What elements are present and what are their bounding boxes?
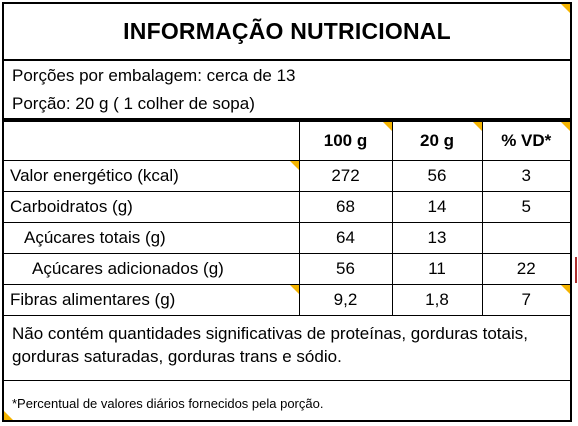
table-row: Carboidratos (g) 68 14 5 (4, 191, 570, 223)
table-row: Valor energético (kcal) 272 56 3 (4, 160, 570, 192)
header-per-100g: 100 g (298, 122, 393, 161)
servings-per-package: Porções por embalagem: cerca de 13 (12, 66, 296, 85)
table-header-row: 100 g 20 g % VD* (4, 122, 570, 161)
row-per-100g: 64 (298, 222, 393, 254)
title-divider (4, 59, 570, 61)
header-empty (4, 122, 300, 161)
row-daily-value: 22 (481, 253, 570, 285)
header-per-serving-label: 20 g (419, 131, 455, 150)
daily-value-footnote: *Percentual de valores diários fornecido… (12, 396, 324, 411)
row-per-100g: 68 (298, 191, 393, 223)
row-per-serving: 1,8 (391, 284, 483, 316)
label-title: INFORMAÇÃO NUTRICIONAL (123, 18, 451, 44)
table-row: Açúcares totais (g) 64 13 (4, 222, 570, 254)
serving-size: Porção: 20 g ( 1 colher de sopa) (12, 94, 255, 113)
serving-divider (4, 118, 570, 122)
row-name: Carboidratos (g) (4, 191, 300, 223)
corner-marker-icon (472, 122, 482, 131)
nutrition-table: 100 g 20 g % VD* Valor energético (kcal)… (4, 122, 570, 316)
table-row: Fibras alimentares (g) 9,2 1,8 7 (4, 284, 570, 316)
row-daily-value: 7 (481, 284, 570, 316)
row-per-serving: 13 (391, 222, 483, 254)
row-name-text: Fibras alimentares (g) (10, 290, 176, 309)
row-name: Açúcares totais (g) (4, 222, 300, 254)
corner-marker-icon (561, 4, 570, 13)
header-daily-value-label: % VD* (501, 131, 552, 150)
table-row: Açúcares adicionados (g) 56 11 22 (4, 253, 570, 285)
nutrition-facts-label: INFORMAÇÃO NUTRICIONAL Porções por embal… (2, 2, 572, 422)
row-per-serving: 11 (391, 253, 483, 285)
row-per-serving: 56 (391, 160, 483, 192)
header-daily-value: % VD* (481, 122, 570, 161)
header-per-serving: 20 g (391, 122, 483, 161)
corner-marker-icon (561, 122, 570, 131)
row-daily-value-text: 7 (521, 290, 531, 309)
header-per-100g-label: 100 g (323, 131, 368, 150)
corner-marker-icon (382, 122, 392, 131)
corner-marker-icon (4, 411, 13, 420)
row-per-serving: 14 (391, 191, 483, 223)
corner-marker-icon (561, 285, 570, 294)
row-daily-value: 3 (481, 160, 570, 192)
row-daily-value: 5 (481, 191, 570, 223)
row-daily-value (481, 222, 570, 254)
not-significant-notice: Não contém quantidades significativas de… (12, 324, 528, 366)
row-per-100g: 9,2 (298, 284, 393, 316)
edge-mark (575, 257, 577, 283)
row-name: Fibras alimentares (g) (4, 284, 300, 316)
corner-marker-icon (289, 161, 299, 170)
row-per-100g: 56 (298, 253, 393, 285)
row-name-text: Valor energético (kcal) (10, 166, 179, 185)
footnote-divider (4, 380, 570, 381)
row-per-100g: 272 (298, 160, 393, 192)
row-name: Açúcares adicionados (g) (4, 253, 300, 285)
row-name: Valor energético (kcal) (4, 160, 300, 192)
corner-marker-icon (289, 285, 299, 294)
